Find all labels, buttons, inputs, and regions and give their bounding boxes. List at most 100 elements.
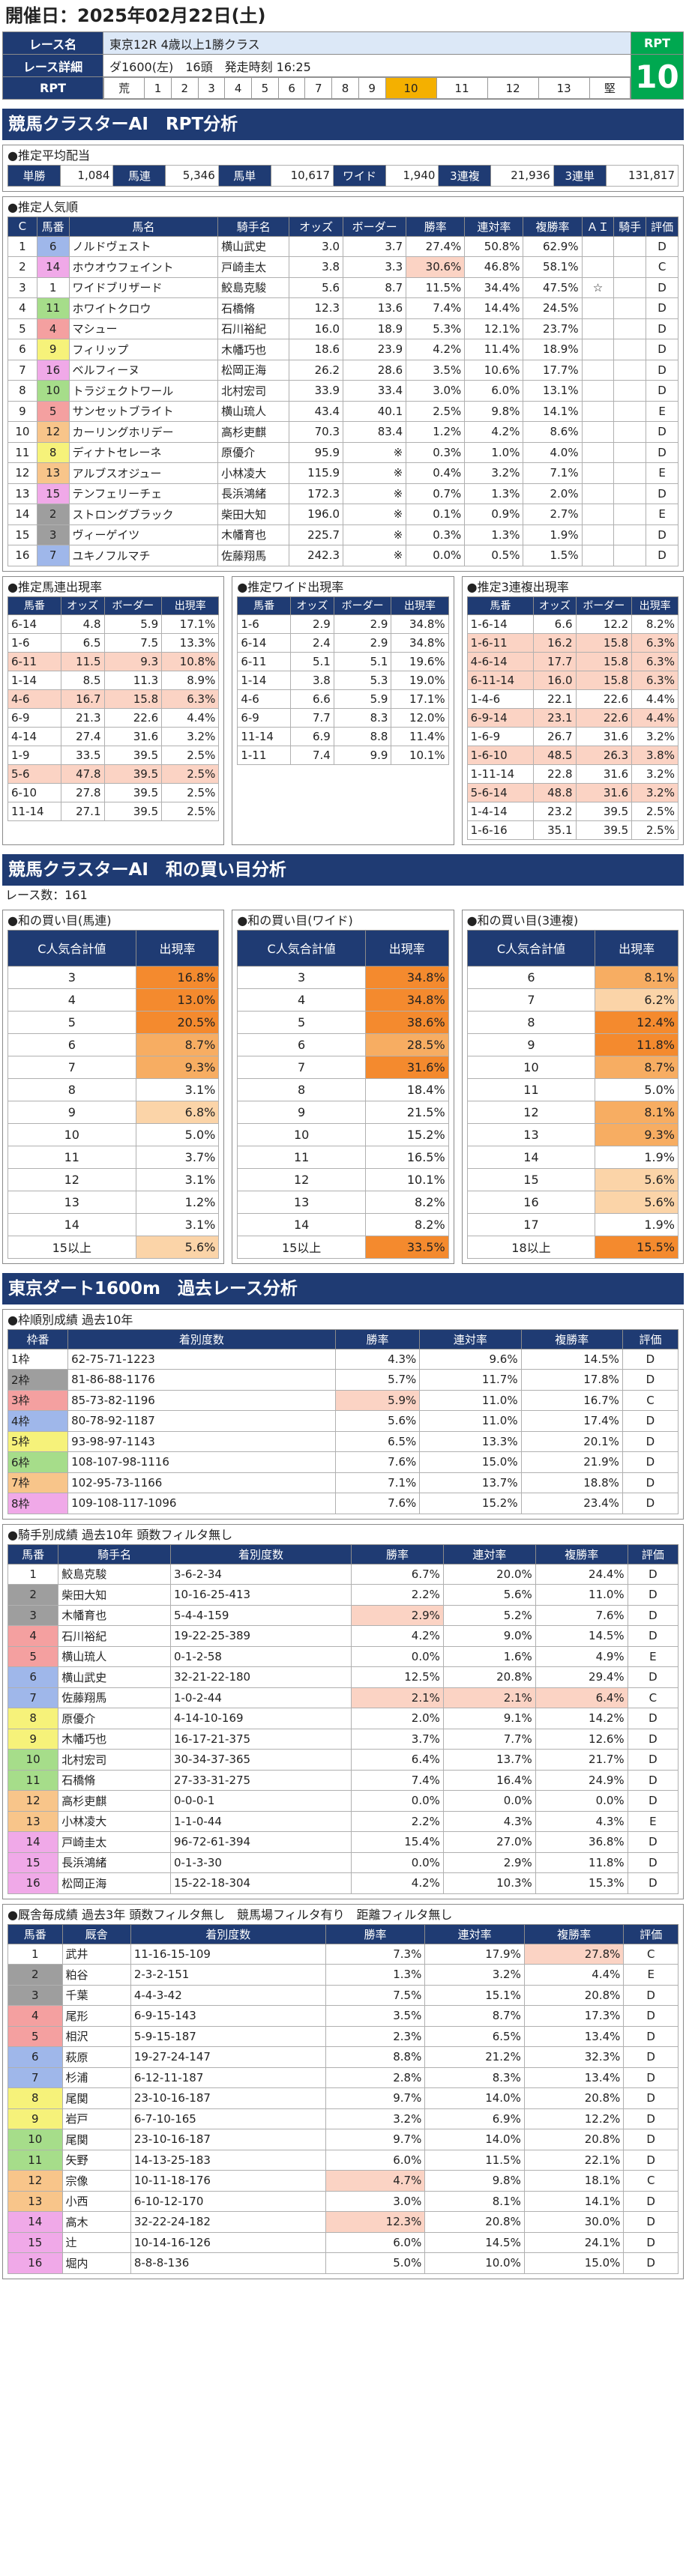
buy2-rate: 28.5% xyxy=(364,1032,449,1056)
jockey-cell: E xyxy=(627,1810,679,1832)
sire-cell: 武井 xyxy=(61,1943,131,1965)
umaren-row: 1-9 33.5 39.5 2.5% xyxy=(7,745,220,765)
popularity-cell: 10.6% xyxy=(464,359,524,381)
sire-cell: 粕谷 xyxy=(61,1964,131,1986)
sanrenpuku-row: 1-6-9 26.7 31.6 3.2% xyxy=(466,726,679,746)
popularity-cell: 70.3 xyxy=(289,421,344,443)
wide-cell: 1-14 xyxy=(237,670,292,690)
buy-umaren-box: ●和の買い目(馬連) C人気合計値 出現率 3 16.8% 4 13.0% 5 20.5% 6 8… xyxy=(2,909,225,1264)
popularity-cell: 小林凌大 xyxy=(217,462,290,484)
sire-cell: 5-9-15-187 xyxy=(130,2025,326,2047)
buy1-rate: 5.0% xyxy=(135,1122,220,1146)
popularity-cell: アルブスオジュー xyxy=(68,462,219,484)
buy1-header-row: C人気合計値 出現率 xyxy=(7,929,220,967)
jockey-cell: 横山琉人 xyxy=(58,1645,171,1667)
sire-header: 勝率 xyxy=(325,1923,426,1944)
umaren-cell: 13.3% xyxy=(161,632,220,653)
buy3-row: 15 5.6% xyxy=(466,1167,679,1191)
jockey-cell: 4-14-10-169 xyxy=(169,1708,352,1729)
sire-cell: 6-9-15-143 xyxy=(130,2005,326,2027)
waku-cell: 6枠 xyxy=(7,1451,69,1473)
sire-cell: 21.2% xyxy=(424,2046,525,2068)
avg-label: 単勝 xyxy=(7,165,61,187)
avg-label: 3連単 xyxy=(553,165,607,187)
popularity-cell xyxy=(613,235,647,257)
sire-cell: 30.0% xyxy=(523,2211,625,2233)
popularity-cell: D xyxy=(646,339,679,360)
buy3-rate: 5.0% xyxy=(595,1077,679,1101)
buy1-row: 11 3.7% xyxy=(7,1145,220,1169)
popularity-cell: 40.1 xyxy=(343,400,407,422)
jockey-row: 9 木幡巧也 16-17-21-375 3.7% 7.7% 12.6% D xyxy=(7,1728,679,1750)
popularity-cell: 23.9 xyxy=(343,339,407,360)
jockey-cell: 12 xyxy=(7,1790,59,1812)
wide-box: ●推定ワイド出現率 馬番 オッズ ボーダー 出現率 1-6 2.9 2.9 34.8% 6-14… xyxy=(232,575,454,845)
waku-cell: 6.5% xyxy=(334,1430,421,1452)
rpt-scale-cell: 6 xyxy=(277,77,306,99)
popularity-cell: 3.0 xyxy=(289,235,344,257)
popularity-cell: 242.3 xyxy=(289,545,344,566)
umaren-row: 11-14 27.1 39.5 2.5% xyxy=(7,801,220,821)
sire-cell: 尾形 xyxy=(61,2005,131,2027)
buy1-rate: 3.1% xyxy=(135,1212,220,1236)
popularity-cell: 7.1% xyxy=(523,462,583,484)
jockey-cell: 27-33-31-275 xyxy=(169,1769,352,1791)
buy1-rate: 13.0% xyxy=(135,988,220,1012)
rpt-scale-cell: 8 xyxy=(331,77,359,99)
sanrenpuku-cell: 2.5% xyxy=(631,820,679,840)
popularity-cell: 横山武史 xyxy=(217,235,290,257)
umaren-cell: 8.9% xyxy=(161,670,220,690)
jockey-cell: 北村宏司 xyxy=(58,1749,171,1771)
jockey-cell: D xyxy=(627,1728,679,1750)
buy1-row: 15以上 5.6% xyxy=(7,1235,220,1259)
jockey-header: 評価 xyxy=(627,1544,679,1564)
buy1-rate: 6.8% xyxy=(135,1100,220,1124)
sire-row: 7 杉浦 6-12-11-187 2.8% 8.3% 13.4% D xyxy=(7,2066,679,2088)
popularity-cell: 0.1% xyxy=(406,504,466,525)
sanrenpuku-cell: 17.7 xyxy=(533,651,577,671)
umaren-box: ●推定馬連出現率 馬番 オッズ ボーダー 出現率 6-14 4.8 5.9 17.1% 1-6 6… xyxy=(2,575,225,845)
jockey-cell: 10.3% xyxy=(442,1872,536,1894)
popularity-cell: 83.4 xyxy=(343,421,407,443)
jockey-cell: 8 xyxy=(7,1708,59,1729)
waku-row: 5枠 93-98-97-1143 6.5% 13.3% 20.1% D xyxy=(7,1430,679,1452)
waku-header-row: 枠番 着別度数 勝率 連対率 複勝率 評価 xyxy=(7,1328,679,1349)
popularity-cell: 225.7 xyxy=(289,524,344,545)
jockey-cell: 13 xyxy=(7,1810,59,1832)
jockey-cell: 3.7% xyxy=(351,1728,444,1750)
popularity-cell: フィリップ xyxy=(68,339,219,360)
popularity-header: 馬番 xyxy=(36,216,70,237)
popularity-box: ●推定人気順 C 馬番 馬名 騎手名 オッズ ボーダー 勝率 連対率 複勝率 ＡＩ 騎手 評価 1 6 ノル… xyxy=(2,196,684,572)
waku-cell: 62-75-71-1223 xyxy=(67,1348,336,1370)
wide-cell: 34.8% xyxy=(391,632,449,653)
popularity-cell: 0.0% xyxy=(406,545,466,566)
buy3-sum: 6 xyxy=(466,965,596,989)
sire-cell: D xyxy=(623,2231,679,2253)
sanrenpuku-cell: 6-9-14 xyxy=(466,707,535,728)
jockey-row: 10 北村宏司 30-34-37-365 6.4% 13.7% 21.7% D xyxy=(7,1749,679,1771)
popularity-cell: 17.7% xyxy=(523,359,583,381)
umaren-cell: 11.5 xyxy=(60,651,105,671)
jockey-table: 馬番 騎手名 着別度数 勝率 連対率 複勝率 評価 1 鮫島克駿 3-6-2-34 6.7% 20.0… xyxy=(7,1544,679,1894)
popularity-cell: 16.0 xyxy=(289,318,344,339)
jockey-cell: 木幡育也 xyxy=(58,1604,171,1626)
buy2-row: 3 34.8% xyxy=(237,965,449,989)
sanrenpuku-row: 1-6-16 35.1 39.5 2.5% xyxy=(466,820,679,840)
sanrenpuku-cell: 15.8 xyxy=(575,651,633,671)
sire-cell: 13.4% xyxy=(523,2066,625,2088)
sanrenpuku-cell: 12.2 xyxy=(575,614,633,634)
sire-cell: 2-3-2-151 xyxy=(130,1964,326,1986)
buy3-rate: 1.9% xyxy=(595,1145,679,1169)
jockey-row: 2 柴田大知 10-16-25-413 2.2% 5.6% 11.0% D xyxy=(7,1584,679,1606)
sire-cell: 10 xyxy=(7,2129,63,2150)
jockey-cell: 14 xyxy=(7,1831,59,1853)
waku-header: 評価 xyxy=(622,1328,679,1349)
buy3-sum: 17 xyxy=(466,1212,596,1236)
popularity-cell: 58.1% xyxy=(523,256,583,278)
avg-value: 5,346 xyxy=(165,165,219,187)
umaren-cell: 27.1 xyxy=(60,801,105,821)
umaren-cell: 16.7 xyxy=(60,689,105,709)
popularity-cell xyxy=(613,441,647,463)
popularity-cell xyxy=(581,339,615,360)
waku-cell: D xyxy=(622,1451,679,1473)
